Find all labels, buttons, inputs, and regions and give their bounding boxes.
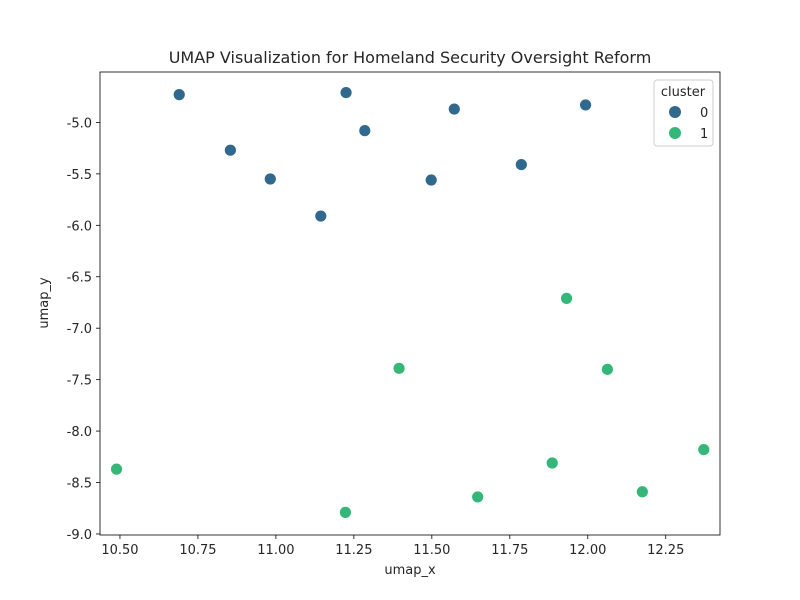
y-tick-label: -7.5 bbox=[67, 374, 92, 389]
y-tick-label: -7.0 bbox=[67, 322, 92, 337]
cluster-0-point bbox=[223, 143, 237, 157]
x-tick-label: 12.25 bbox=[647, 543, 684, 558]
cluster-1-point bbox=[339, 505, 352, 519]
chart-title: UMAP Visualization for Homeland Security… bbox=[169, 48, 652, 67]
y-tick-label: -8.0 bbox=[67, 425, 92, 440]
cluster-0-point bbox=[172, 88, 186, 102]
x-tick-label: 11.00 bbox=[257, 543, 294, 558]
y-tick-label: -8.5 bbox=[67, 477, 92, 492]
legend-box bbox=[653, 79, 714, 147]
data-points bbox=[110, 86, 711, 519]
cluster-0-point bbox=[424, 173, 438, 187]
y-tick-label: -9.0 bbox=[67, 528, 92, 543]
y-axis-ticks: -5.0 -5.5 -6.0 -6.5 -7.0 -7.5 -8.0 -8.5 -9.0 bbox=[67, 116, 100, 543]
legend-marker-cluster-0 bbox=[669, 106, 681, 118]
cluster-1-point bbox=[560, 291, 573, 305]
cluster-1-point bbox=[697, 443, 711, 457]
plot-frame bbox=[99, 71, 721, 536]
legend-title: cluster bbox=[661, 85, 706, 100]
x-tick-label: 10.50 bbox=[101, 543, 138, 558]
cluster-1-point bbox=[471, 490, 485, 504]
cluster-1-point bbox=[601, 362, 614, 376]
y-tick-label: -6.0 bbox=[67, 219, 92, 234]
cluster-0-point bbox=[339, 86, 353, 99]
cluster-1-point bbox=[110, 462, 123, 476]
plot-area: 10.50 10.75 11.00 11.25 11.50 11.75 12.00 12.25… bbox=[67, 71, 721, 558]
x-axis-ticks: 10.50 10.75 11.00 11.25 11.50 11.75 12.00 12.25 bbox=[101, 535, 684, 558]
cluster-1-point bbox=[392, 361, 406, 375]
cluster-0-point bbox=[263, 172, 277, 186]
y-tick-label: -5.5 bbox=[67, 168, 92, 183]
cluster-0-point bbox=[314, 209, 328, 223]
cluster-0-point bbox=[447, 102, 461, 116]
legend-label-cluster-0: 0 bbox=[700, 106, 708, 121]
cluster-1-point bbox=[545, 456, 559, 470]
cluster-0-point bbox=[514, 158, 528, 172]
cluster-0-point bbox=[579, 98, 592, 112]
x-tick-label: 11.75 bbox=[491, 543, 528, 558]
legend-marker-cluster-1 bbox=[669, 127, 681, 139]
x-tick-label: 11.50 bbox=[413, 543, 450, 558]
legend: cluster 0 1 bbox=[653, 79, 714, 147]
y-axis-label: umap_y bbox=[37, 277, 52, 329]
cluster-1-point bbox=[635, 485, 649, 499]
y-tick-label: -6.5 bbox=[67, 271, 92, 286]
x-tick-label: 10.75 bbox=[179, 543, 216, 558]
cluster-0-point bbox=[358, 124, 372, 138]
x-tick-label: 12.00 bbox=[569, 543, 606, 558]
y-tick-label: -5.0 bbox=[67, 116, 92, 131]
legend-label-cluster-1: 1 bbox=[700, 127, 708, 142]
x-tick-label: 11.25 bbox=[335, 543, 372, 558]
x-axis-label: umap_x bbox=[384, 563, 436, 578]
